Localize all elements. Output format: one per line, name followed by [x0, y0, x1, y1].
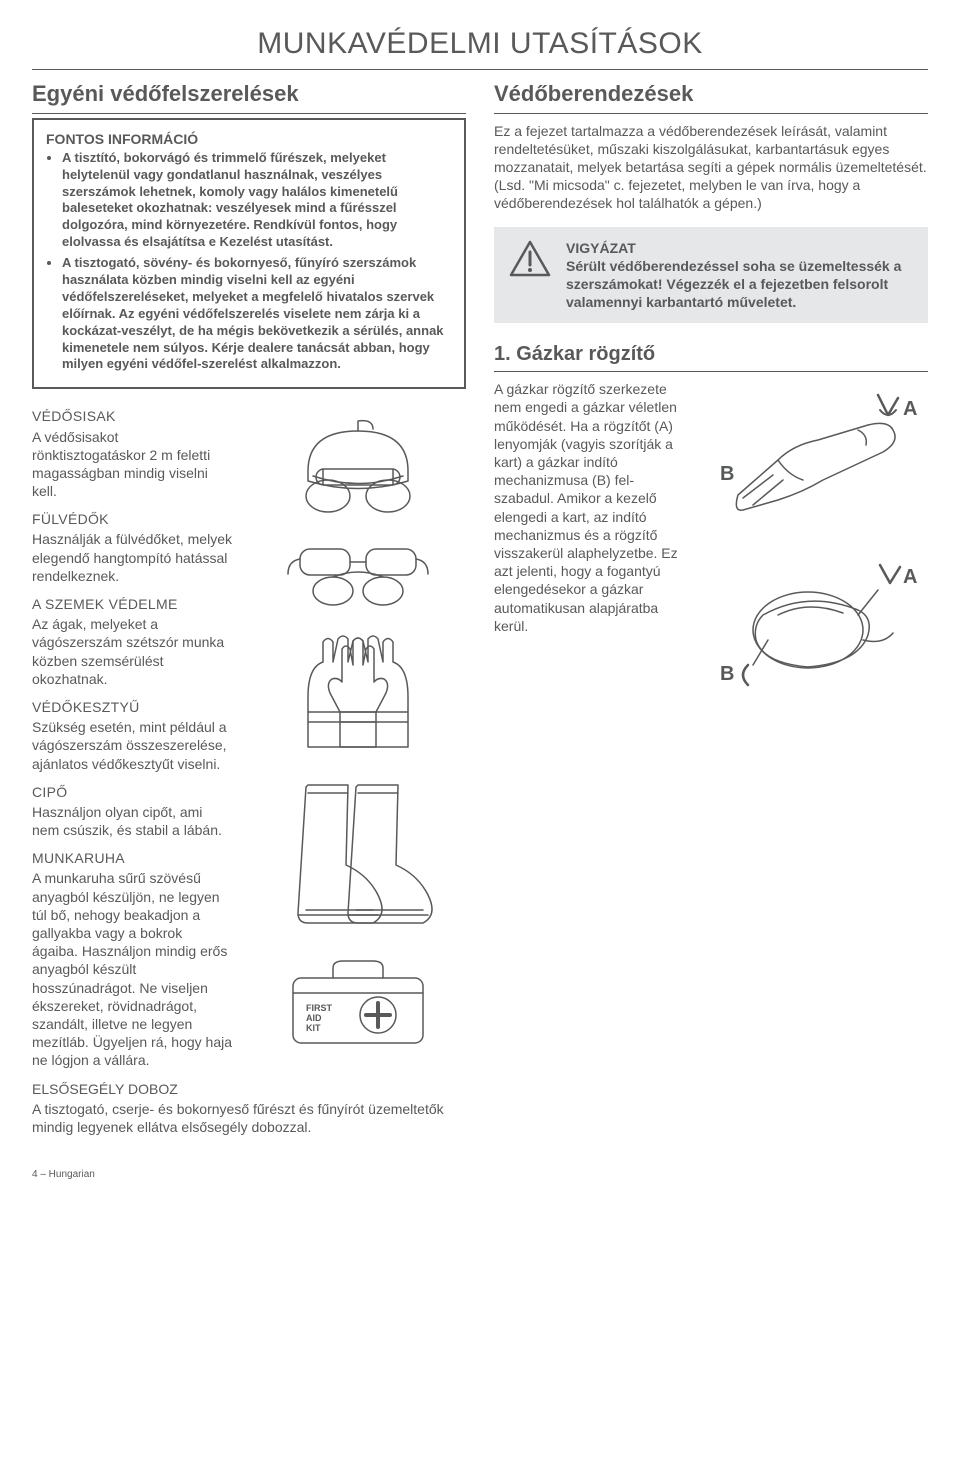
ppe-kit-heading: ELSŐSEGÉLY DOBOZ: [32, 1080, 466, 1098]
ppe-eye-heading: A SZEMEK VÉDELME: [32, 595, 232, 613]
left-column: Egyéni védőfelszerelések FONTOS INFORMÁC…: [32, 80, 466, 1150]
warning-triangle-icon: [508, 239, 552, 279]
svg-text:A: A: [903, 398, 917, 420]
title-rule: [32, 69, 928, 70]
important-info-item: A tisztogató, sövény- és bokornyeső, fűn…: [62, 255, 452, 373]
ppe-helmet-heading: VÉDŐSISAK: [32, 407, 232, 425]
throttle-lock-text: A gázkar rögzítő szerkezete nem engedi a…: [494, 380, 684, 700]
throttle-lock-heading: 1. Gázkar rögzítő: [494, 341, 928, 372]
svg-text:A: A: [903, 566, 917, 588]
svg-text:FIRST: FIRST: [306, 1003, 333, 1013]
svg-text:B: B: [720, 463, 734, 485]
ppe-cloth-text: A munkaruha sűrű szövésű anyagból készül…: [32, 869, 232, 1069]
ppe-section: VÉDŐSISAK A védősisakot rönktisztogatásk…: [32, 407, 466, 1071]
caution-text: VIGYÁZAT Sérült védőberendezéssel soha s…: [566, 239, 914, 312]
ppe-boot-text: Használjon olyan cipőt, ami nem csúszik,…: [32, 803, 232, 839]
right-column: Védőberendezések Ez a fejezet tartalmazz…: [494, 80, 928, 1150]
throttle-lock-figures: A B A B: [698, 380, 928, 700]
caution-body: Sérült védőberendezéssel soha se üzemelt…: [566, 258, 901, 310]
ppe-helmet-text: A védősisakot rönktisztogatáskor 2 m fel…: [32, 428, 232, 501]
gloves-icon: [278, 627, 438, 757]
important-info-item: A tisztító, bokorvágó és trimmelő fűrész…: [62, 150, 452, 251]
guards-intro: Ez a fejezet tartalmazza a védőberendezé…: [494, 122, 928, 213]
svg-text:B: B: [720, 663, 734, 685]
ppe-heading: Egyéni védőfelszerelések: [32, 80, 466, 114]
ppe-ear-text: Használják a fülvédőket, melyek elegendő…: [32, 530, 232, 585]
helmet-icon: [278, 411, 438, 521]
ppe-glove-heading: VÉDŐKESZTYŰ: [32, 698, 232, 716]
throttle-handle-top-icon: A B: [708, 380, 918, 535]
throttle-lock-section: A gázkar rögzítő szerkezete nem engedi a…: [494, 380, 928, 700]
important-info-title: FONTOS INFORMÁCIÓ: [46, 130, 452, 148]
guards-heading: Védőberendezések: [494, 80, 928, 114]
important-info-box: FONTOS INFORMÁCIÓ A tisztító, bokorvágó …: [32, 118, 466, 390]
ppe-eye-text: Az ágak, melyeket a vágószerszám szétszó…: [32, 615, 232, 688]
page-footer: 4 – Hungarian: [32, 1168, 928, 1181]
ppe-ear-heading: FÜLVÉDŐK: [32, 510, 232, 528]
ppe-cloth-heading: MUNKARUHA: [32, 849, 232, 867]
ppe-glove-text: Szükség esetén, mint például a vágószers…: [32, 718, 232, 773]
boots-icon: [278, 775, 438, 935]
throttle-handle-bottom-icon: A B: [708, 545, 918, 700]
caution-title: VIGYÁZAT: [566, 240, 636, 256]
first-aid-kit-icon: FIRST AID KIT: [278, 953, 438, 1053]
ppe-kit-text: A tisztogató, cserje- és bokornyeső fűré…: [32, 1100, 466, 1136]
two-column-layout: Egyéni védőfelszerelések FONTOS INFORMÁC…: [32, 80, 928, 1150]
svg-text:AID: AID: [306, 1013, 322, 1023]
ppe-boot-heading: CIPŐ: [32, 783, 232, 801]
svg-text:KIT: KIT: [306, 1023, 321, 1033]
caution-box: VIGYÁZAT Sérült védőberendezéssel soha s…: [494, 227, 928, 324]
ppe-text-column: VÉDŐSISAK A védősisakot rönktisztogatásk…: [32, 407, 232, 1071]
page-title: MUNKAVÉDELMI UTASÍTÁSOK: [32, 24, 928, 63]
goggles-icon: [278, 539, 438, 609]
ppe-icon-column: FIRST AID KIT: [250, 407, 466, 1071]
